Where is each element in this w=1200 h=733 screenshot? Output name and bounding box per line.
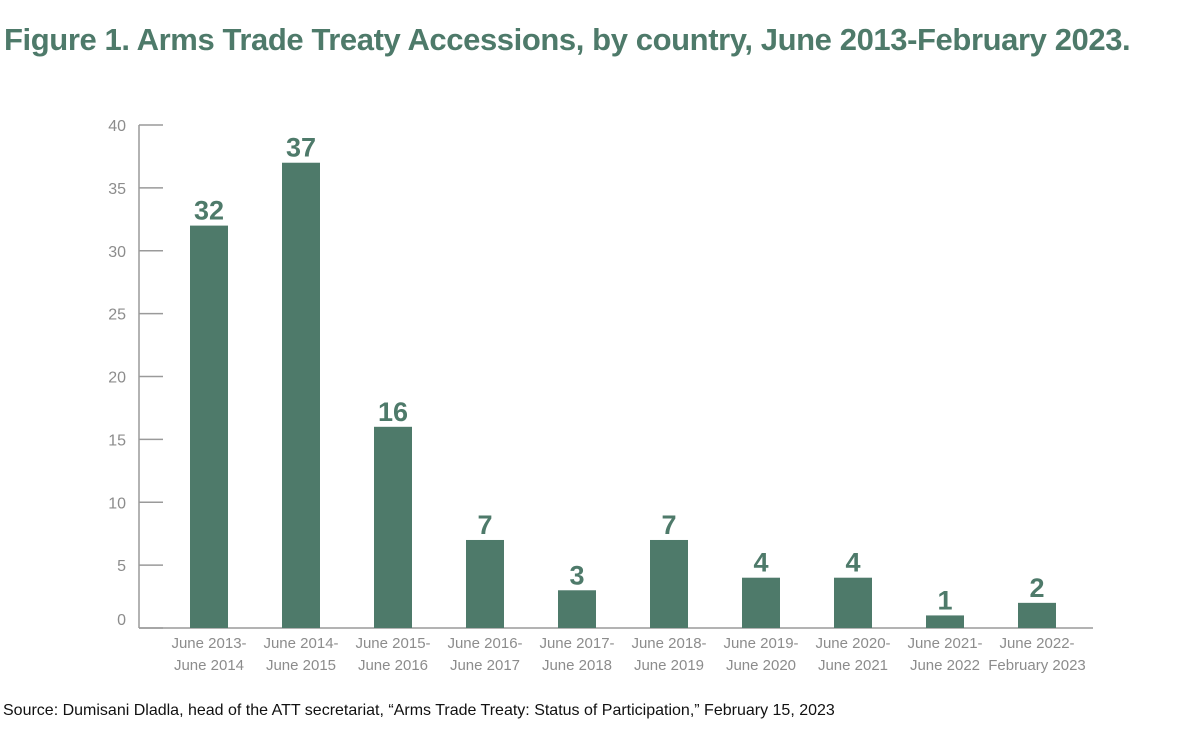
x-tick-label: June 2018 <box>542 657 612 674</box>
x-tick-label: June 2021 <box>818 657 888 674</box>
bar <box>282 162 320 628</box>
data-label: 32 <box>194 196 224 226</box>
y-tick-label: 40 <box>108 118 126 135</box>
y-tick-label: 15 <box>108 432 126 449</box>
chart-title: Figure 1. Arms Trade Treaty Accessions, … <box>4 22 1131 57</box>
x-tick-label: June 2021- <box>907 635 982 652</box>
x-tick-label: June 2018- <box>631 635 706 652</box>
bar <box>650 539 688 628</box>
x-tick-label: June 2022 <box>910 657 980 674</box>
bar <box>374 426 412 628</box>
y-tick-label: 30 <box>108 244 126 261</box>
bar <box>1018 602 1056 628</box>
y-tick-label: 20 <box>108 370 126 387</box>
y-tick-label: 25 <box>108 307 126 324</box>
x-tick-label: June 2013- <box>171 635 246 652</box>
data-label: 1 <box>937 585 952 615</box>
data-label: 7 <box>477 510 492 540</box>
source-note: Source: Dumisani Dladla, head of the ATT… <box>3 702 835 719</box>
x-tick-label: June 2016- <box>447 635 522 652</box>
data-label: 4 <box>845 548 860 578</box>
data-label: 2 <box>1029 573 1044 603</box>
bar <box>926 615 964 628</box>
data-label: 16 <box>378 397 408 427</box>
x-tick-label: June 2014 <box>174 657 244 674</box>
data-label: 4 <box>753 548 768 578</box>
bar <box>834 577 872 628</box>
x-tick-label: June 2020 <box>726 657 796 674</box>
x-tick-label: June 2017 <box>450 657 520 674</box>
data-label: 37 <box>286 133 316 163</box>
data-label: 7 <box>661 510 676 540</box>
bar <box>558 590 596 628</box>
x-tick-label: June 2015 <box>266 657 336 674</box>
x-tick-label: February 2023 <box>988 657 1086 674</box>
category-labels: June 2013- June 2014 June 2014- June 2015 Ju… <box>171 635 1085 674</box>
bars <box>190 162 1056 628</box>
y-tick-label: 5 <box>117 558 126 575</box>
y-tick-label: 10 <box>108 495 126 512</box>
x-tick-label: June 2017- <box>539 635 614 652</box>
x-tick-label: June 2020- <box>815 635 890 652</box>
x-tick-label: June 2016 <box>358 657 428 674</box>
bar <box>190 225 228 628</box>
y-tick-label: 35 <box>108 181 126 198</box>
x-tick-label: June 2019- <box>723 635 798 652</box>
x-tick-label: June 2015- <box>355 635 430 652</box>
x-tick-label: June 2019 <box>634 657 704 674</box>
x-tick-label: June 2014- <box>263 635 338 652</box>
x-tick-label: June 2022- <box>999 635 1074 652</box>
bar <box>742 577 780 628</box>
y-axis: 0 5 10 15 20 25 30 35 40 <box>108 118 163 629</box>
y-tick-label: 0 <box>117 612 126 629</box>
data-label: 3 <box>569 560 584 590</box>
bar <box>466 539 504 628</box>
